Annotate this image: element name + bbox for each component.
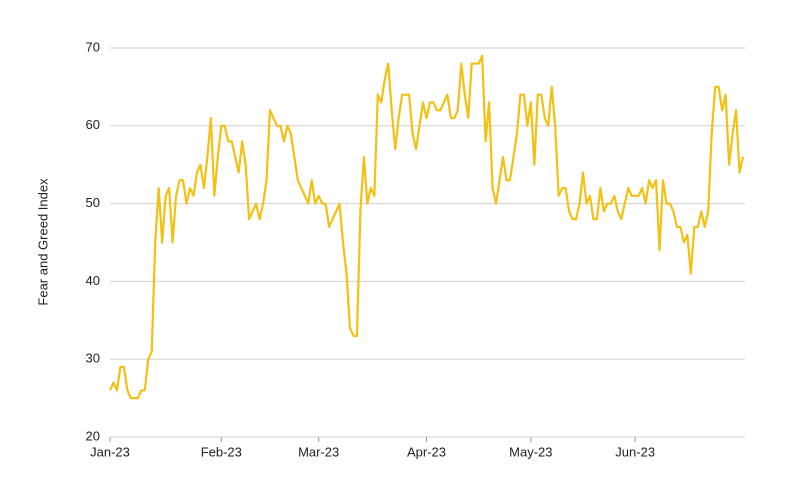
y-tick-label: 20 [86,428,100,443]
x-tick-label: Feb-23 [201,444,242,459]
y-tick-label: 60 [86,117,100,132]
x-tick-label: Apr-23 [407,444,446,459]
x-tick-label: May-23 [509,444,552,459]
y-tick-label: 70 [86,39,100,54]
x-tick-label: Jun-23 [615,444,655,459]
y-tick-label: 30 [86,351,100,366]
y-tick-label: 40 [86,273,100,288]
x-tick-label: Jan-23 [90,444,130,459]
line [108,54,745,400]
y-axis-label: Fear and Greed Index [35,178,50,306]
x-tick-label: Mar-23 [298,444,339,459]
y-tick-label: 50 [86,195,100,210]
